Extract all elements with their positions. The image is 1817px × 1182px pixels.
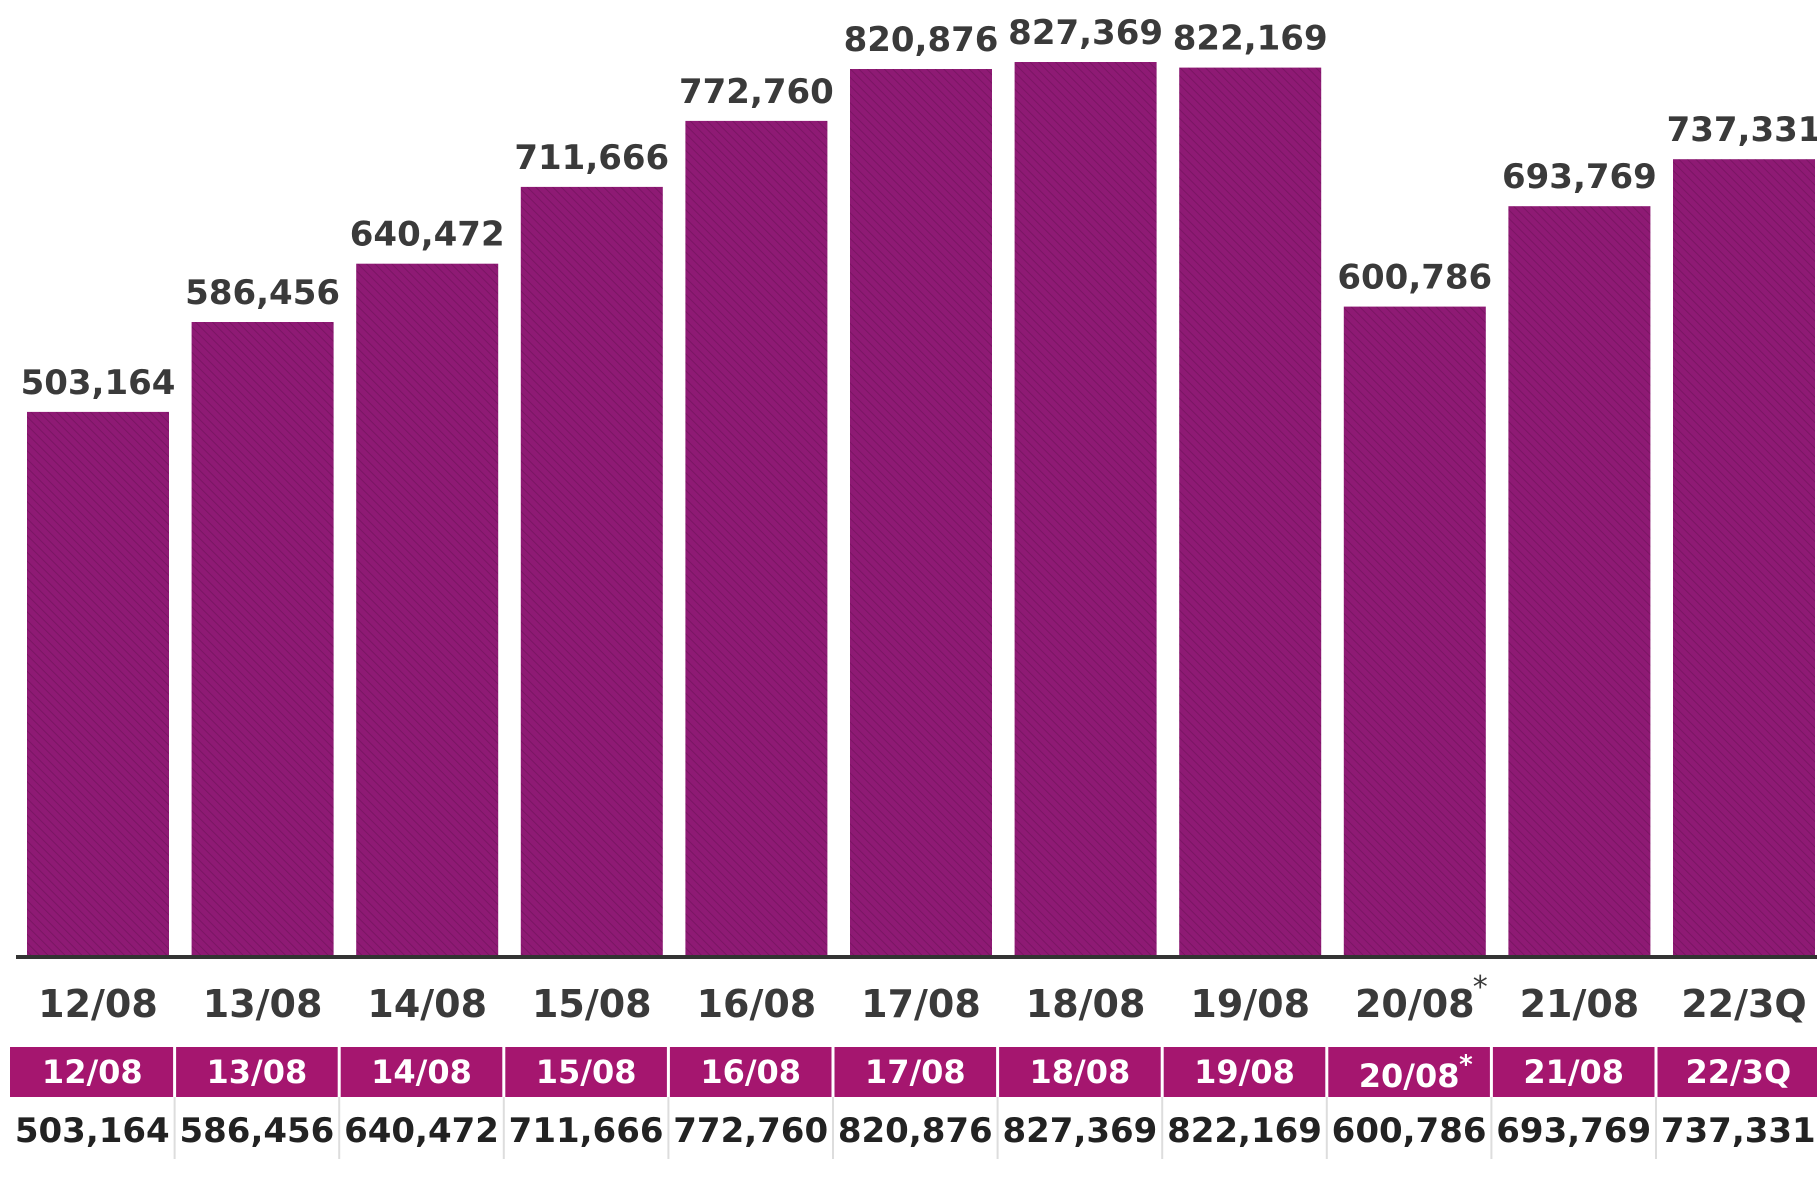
data-table: 12/08 503,164 13/08 586,456 14/08 640,472 15/0… [10,1047,1817,1159]
x-tick-label: 19/08 [1190,982,1310,1026]
table-header-cell: 18/08 [1030,1053,1131,1091]
table-value-cell: 503,164 [15,1111,170,1151]
bar-22-3Q [1673,159,1815,955]
x-tick-label: 18/08 [1026,982,1146,1026]
bar-value-label: 640,472 [350,215,505,255]
table-header-cell: 14/08 [371,1053,472,1091]
x-tick-label: 14/08 [367,982,487,1026]
bar-13-08 [191,322,334,955]
table-value-cell: 827,369 [1002,1111,1157,1151]
bar-value-label: 827,369 [1008,13,1163,53]
table-header-cell: 19/08 [1194,1053,1295,1091]
x-tick-label: 17/08 [861,982,981,1026]
x-tick-label: 12/08 [38,982,158,1026]
bar-16-08 [685,120,828,955]
table-header-cell: 15/08 [536,1053,637,1091]
bar-20-08 [1343,306,1486,956]
table-value-cell: 737,331 [1661,1111,1816,1151]
bars-group [27,62,1815,956]
table-header-cell: 22/3Q [1685,1053,1791,1091]
bar-17-08 [850,69,992,955]
table-header-cell: 17/08 [865,1053,966,1091]
footnote-marker: * [1459,1050,1473,1080]
x-tick-label: 16/08 [697,982,817,1026]
table-header-cell: 13/08 [207,1053,308,1091]
bar-12-08 [27,411,169,955]
table-value-cell: 822,169 [1167,1111,1322,1151]
bar-19-08 [1179,67,1322,956]
table-value-cell: 600,786 [1332,1111,1487,1151]
bar-value-label: 586,456 [185,273,340,313]
x-tick-label: 22/3Q [1681,982,1807,1026]
table-value-cell: 586,456 [179,1111,334,1151]
bar-value-label: 820,876 [844,20,999,60]
bar-14-08 [356,263,499,955]
bar-value-label: 693,769 [1502,157,1657,197]
table-value-cell: 820,876 [838,1111,993,1151]
bar-value-label: 822,169 [1173,19,1328,59]
bar-value-label: 600,786 [1337,258,1492,298]
bar-value-label: 503,164 [21,363,176,403]
bar-value-label: 711,666 [514,138,669,178]
x-tick-label: 15/08 [532,982,652,1026]
bar-value-label: 772,760 [679,72,834,112]
x-tick-label: 13/08 [203,982,323,1026]
table-header-cell: 20/08 [1359,1057,1460,1095]
table-value-cell: 693,769 [1496,1111,1651,1151]
bar-value-label: 737,331 [1667,110,1817,150]
x-tick-labels-group: 12/08 13/08 14/08 15/08 16/08 17/08 18/08 19/08… [38,970,1807,1026]
x-tick-label: 21/08 [1520,982,1640,1026]
x-tick-label: 20/08 [1355,982,1475,1026]
table-value-cell: 772,760 [673,1111,828,1151]
table-value-cell: 640,472 [344,1111,499,1151]
value-labels-group: 503,164 586,456640,472711,666772,760820,8… [21,13,1817,403]
table-header-row [10,1047,1817,1097]
footnote-marker: * [1473,970,1488,1005]
bar-15-08 [520,186,663,955]
table-header-cell: 12/08 [42,1053,143,1091]
table-value-cell: 711,666 [509,1111,664,1151]
bar-21-08 [1508,206,1651,955]
bar-18-08 [1014,62,1157,955]
table-header-cell: 16/08 [700,1053,801,1091]
table-header-cell: 21/08 [1523,1053,1624,1091]
